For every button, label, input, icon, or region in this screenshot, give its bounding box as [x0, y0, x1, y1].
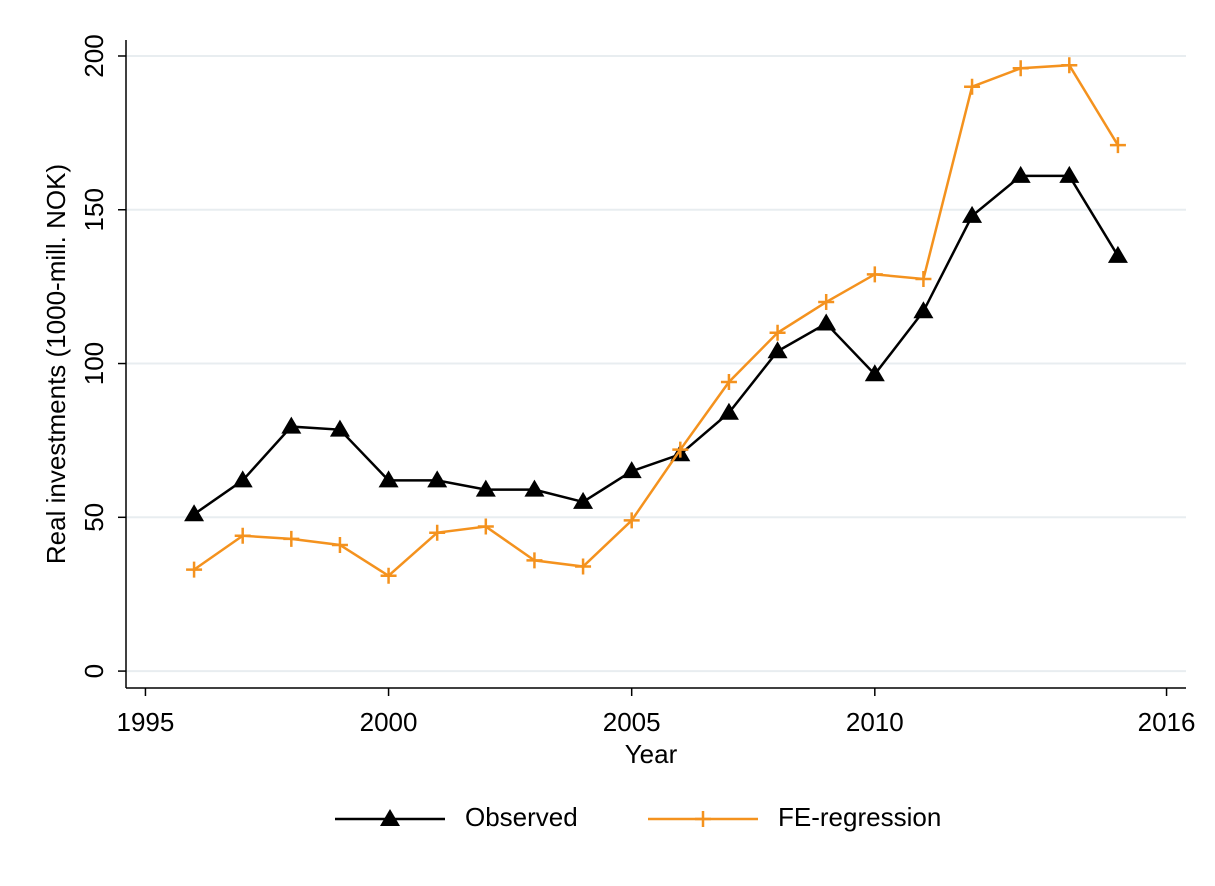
data-point	[232, 470, 253, 488]
data-point	[962, 205, 983, 223]
series-line	[193, 63, 1119, 578]
data-point	[769, 324, 786, 341]
data-point	[184, 504, 205, 522]
y-tick-label: 100	[79, 342, 109, 385]
data-point	[283, 530, 300, 547]
legend-label: FE-regression	[778, 802, 941, 832]
data-point	[1012, 60, 1029, 77]
data-point	[477, 518, 494, 535]
data-point	[720, 373, 737, 390]
data-point	[964, 78, 981, 95]
legend-marker	[380, 809, 400, 826]
data-point	[915, 270, 932, 287]
data-point	[672, 441, 689, 458]
data-point	[621, 461, 642, 479]
data-point	[864, 364, 885, 382]
data-point	[234, 527, 251, 544]
data-point	[767, 341, 788, 359]
data-point	[818, 294, 835, 311]
data-point	[1107, 245, 1128, 263]
data-point	[281, 416, 302, 434]
data-point	[524, 479, 545, 497]
data-point	[718, 402, 739, 420]
y-tick-label: 50	[79, 503, 109, 532]
data-point	[429, 524, 446, 541]
x-tick-label: 2016	[1138, 707, 1196, 737]
x-tick-label: 2000	[360, 707, 418, 737]
y-tick-label: 200	[79, 34, 109, 77]
data-point	[380, 567, 397, 584]
data-point	[575, 558, 592, 575]
data-point	[623, 512, 640, 529]
data-point	[475, 479, 496, 497]
data-point	[331, 536, 348, 553]
data-point	[913, 301, 934, 319]
x-axis-title: Year	[625, 739, 678, 769]
y-axis-title: Real investments (1000-mill. NOK)	[41, 164, 71, 564]
data-point	[186, 561, 203, 578]
x-tick-label: 2005	[603, 707, 661, 737]
legend-marker	[695, 811, 711, 827]
legend-label: Observed	[465, 802, 578, 832]
data-point	[1061, 57, 1078, 74]
x-tick-label: 1995	[117, 707, 175, 737]
data-point	[329, 419, 350, 437]
data-point	[526, 552, 543, 569]
series-line	[193, 174, 1119, 516]
data-point	[866, 266, 883, 283]
data-point	[1059, 165, 1080, 183]
data-point	[427, 470, 448, 488]
x-tick-label: 2010	[846, 707, 904, 737]
y-tick-label: 150	[79, 188, 109, 231]
data-point	[573, 491, 594, 509]
data-point	[1109, 137, 1126, 154]
data-point	[1010, 165, 1031, 183]
data-point	[378, 470, 399, 488]
y-tick-label: 0	[79, 664, 109, 678]
data-point	[816, 313, 837, 331]
